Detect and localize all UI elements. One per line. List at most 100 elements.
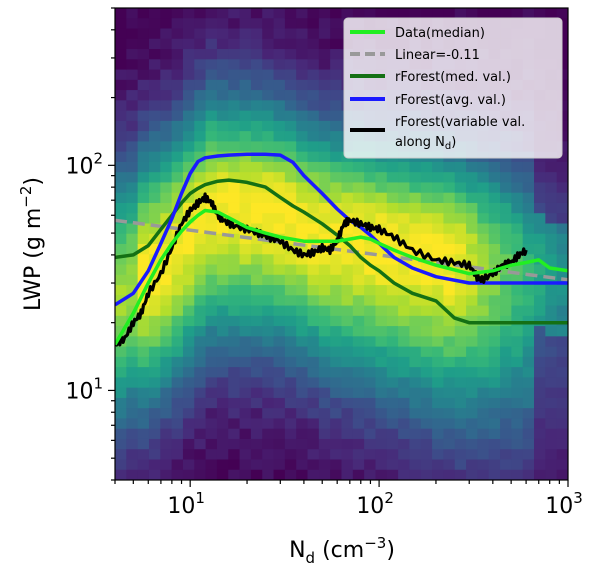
- heatmap-cell: [488, 428, 501, 440]
- y-tick-label: 101: [65, 374, 103, 404]
- heatmap-cell: [115, 8, 127, 19]
- heatmap-cell: [330, 387, 343, 399]
- heatmap-cell: [273, 90, 286, 101]
- heatmap-cell: [296, 28, 309, 40]
- heatmap-cell: [330, 295, 343, 307]
- heatmap-cell: [511, 182, 524, 194]
- heatmap-cell: [148, 397, 161, 409]
- heatmap-cell: [556, 213, 568, 225]
- heatmap-cell: [432, 397, 445, 409]
- heatmap-cell: [341, 161, 354, 173]
- heatmap-cell: [205, 254, 218, 266]
- heatmap-cell: [432, 172, 445, 184]
- heatmap-cell: [522, 264, 535, 276]
- heatmap-cell: [126, 459, 139, 471]
- heatmap-cell: [273, 459, 286, 471]
- heatmap-cell: [534, 367, 546, 378]
- heatmap-cell: [182, 110, 195, 122]
- heatmap-cell: [488, 469, 501, 480]
- heatmap-cell: [216, 264, 229, 276]
- heatmap-cell: [398, 377, 411, 389]
- heatmap-cell: [262, 285, 275, 296]
- heatmap-cell: [432, 367, 445, 378]
- heatmap-cell: [318, 59, 331, 71]
- heatmap-cell: [228, 90, 241, 101]
- heatmap-cell: [148, 295, 161, 307]
- heatmap-cell: [398, 161, 411, 173]
- heatmap-cell: [182, 428, 195, 440]
- heatmap-cell: [296, 172, 309, 184]
- heatmap-cell: [273, 202, 286, 214]
- heatmap-cell: [545, 356, 558, 368]
- heatmap-cell: [262, 418, 275, 430]
- heatmap-cell: [375, 8, 388, 19]
- heatmap-cell: [420, 469, 433, 480]
- heatmap-cell: [330, 59, 343, 71]
- heatmap-cell: [216, 254, 229, 266]
- heatmap-cell: [534, 172, 546, 184]
- heatmap-cell: [330, 8, 343, 19]
- heatmap-cell: [137, 397, 150, 409]
- heatmap-cell: [341, 397, 354, 409]
- heatmap-cell: [409, 285, 422, 296]
- heatmap-cell: [454, 182, 467, 194]
- x-tick-labels: 101 102 103: [167, 489, 582, 519]
- heatmap-cell: [160, 131, 173, 142]
- heatmap-cell: [284, 264, 297, 276]
- heatmap-cell: [273, 49, 286, 60]
- heatmap-cell: [205, 202, 218, 214]
- heatmap-cell: [148, 285, 161, 296]
- heatmap-cell: [182, 38, 195, 50]
- heatmap-cell: [239, 469, 252, 480]
- heatmap-cell: [250, 377, 263, 389]
- heatmap-cell: [545, 223, 558, 235]
- heatmap-cell: [318, 274, 331, 286]
- heatmap-cell: [420, 223, 433, 235]
- heatmap-cell: [545, 397, 558, 409]
- heatmap-cell: [182, 336, 195, 348]
- heatmap-cell: [205, 295, 218, 307]
- heatmap-cell: [160, 202, 173, 214]
- heatmap-cell: [228, 161, 241, 173]
- heatmap-cell: [205, 408, 218, 420]
- heatmap-cell: [477, 223, 490, 235]
- heatmap-cell: [522, 336, 535, 348]
- heatmap-cell: [307, 110, 320, 122]
- heatmap-cell: [341, 459, 354, 471]
- heatmap-cell: [228, 326, 241, 337]
- heatmap-cell: [137, 192, 150, 204]
- heatmap-cell: [454, 254, 467, 266]
- heatmap-cell: [307, 49, 320, 60]
- heatmap-cell: [443, 336, 456, 348]
- heatmap-cell: [148, 305, 161, 317]
- heatmap-cell: [126, 264, 139, 276]
- heatmap-cell: [239, 367, 252, 378]
- heatmap-cell: [273, 182, 286, 194]
- heatmap-cell: [341, 274, 354, 286]
- heatmap-cell: [239, 418, 252, 430]
- heatmap-cell: [556, 151, 568, 163]
- heatmap-cell: [443, 192, 456, 204]
- heatmap-cell: [160, 295, 173, 307]
- heatmap-cell: [205, 110, 218, 122]
- heatmap-cell: [250, 459, 263, 471]
- heatmap-cell: [488, 367, 501, 378]
- heatmap-cell: [488, 274, 501, 286]
- heatmap-cell: [115, 28, 127, 40]
- heatmap-cell: [250, 326, 263, 337]
- heatmap-cell: [330, 377, 343, 389]
- heatmap-cell: [454, 8, 467, 19]
- heatmap-cell: [137, 469, 150, 480]
- heatmap-cell: [160, 233, 173, 245]
- heatmap-cell: [466, 295, 478, 307]
- heatmap-cell: [216, 79, 229, 91]
- heatmap-cell: [420, 213, 433, 225]
- heatmap-cell: [239, 202, 252, 214]
- heatmap-cell: [522, 449, 535, 461]
- heatmap-cell: [160, 428, 173, 440]
- heatmap-cell: [171, 28, 184, 40]
- heatmap-cell: [216, 449, 229, 461]
- heatmap-cell: [511, 223, 524, 235]
- heatmap-cell: [239, 38, 252, 50]
- heatmap-cell: [296, 305, 309, 317]
